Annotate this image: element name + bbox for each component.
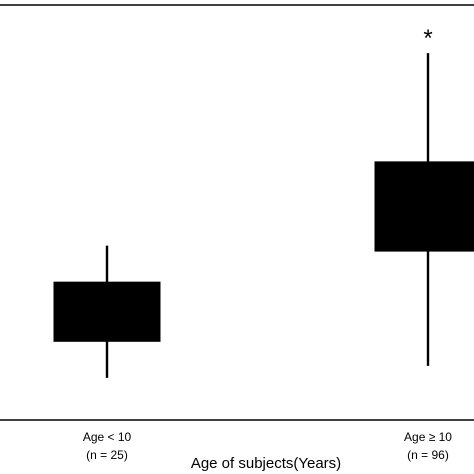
box-iqr <box>53 281 161 342</box>
x-tick-label: Age ≥ 10 <box>404 430 452 444</box>
x-tick-label: Age < 10 <box>83 430 132 444</box>
significance-marker: * <box>423 25 432 52</box>
x-tick-n-label: (n = 25) <box>86 448 128 462</box>
x-tick-n-label: (n = 96) <box>407 448 449 462</box>
x-axis-title: Age of subjects(Years) <box>191 455 341 472</box>
box-iqr <box>374 161 474 252</box>
box-plot-marks: * <box>53 25 474 378</box>
x-tick-labels: Age < 10 (n = 25) Age ≥ 10 (n = 96) <box>83 430 452 462</box>
